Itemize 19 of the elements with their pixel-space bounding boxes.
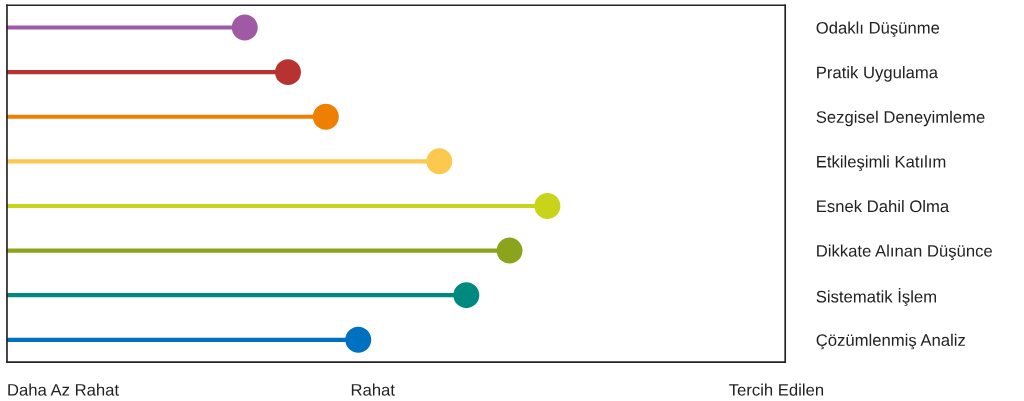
text: Daha Az Rahat [8, 383, 119, 396]
y-tick-label: Sezgisel Deneyimleme [816, 110, 985, 127]
y-tick-label: Odaklı Düşünme [816, 21, 940, 38]
y-tick-label: Dikkate Alınan Düşünce [817, 244, 992, 261]
point [426, 148, 453, 175]
point [231, 14, 258, 41]
y-tick-label: Esnek Dahil Olma [817, 199, 950, 213]
y-tick-label: Çözümlenmiş Analiz [816, 333, 965, 350]
text: Tercih Edilen [729, 383, 824, 396]
point [312, 103, 339, 130]
point [534, 192, 561, 219]
y-tick-label: Sistematik İşlem [816, 287, 936, 306]
point [496, 237, 523, 264]
text: Rahat [351, 383, 395, 396]
y-tick-label: Pratik Uygulama [817, 66, 939, 82]
point [275, 59, 301, 86]
y-tick-label: Etkileşimli Katılım [817, 155, 946, 171]
point [453, 282, 480, 309]
point [345, 326, 372, 353]
